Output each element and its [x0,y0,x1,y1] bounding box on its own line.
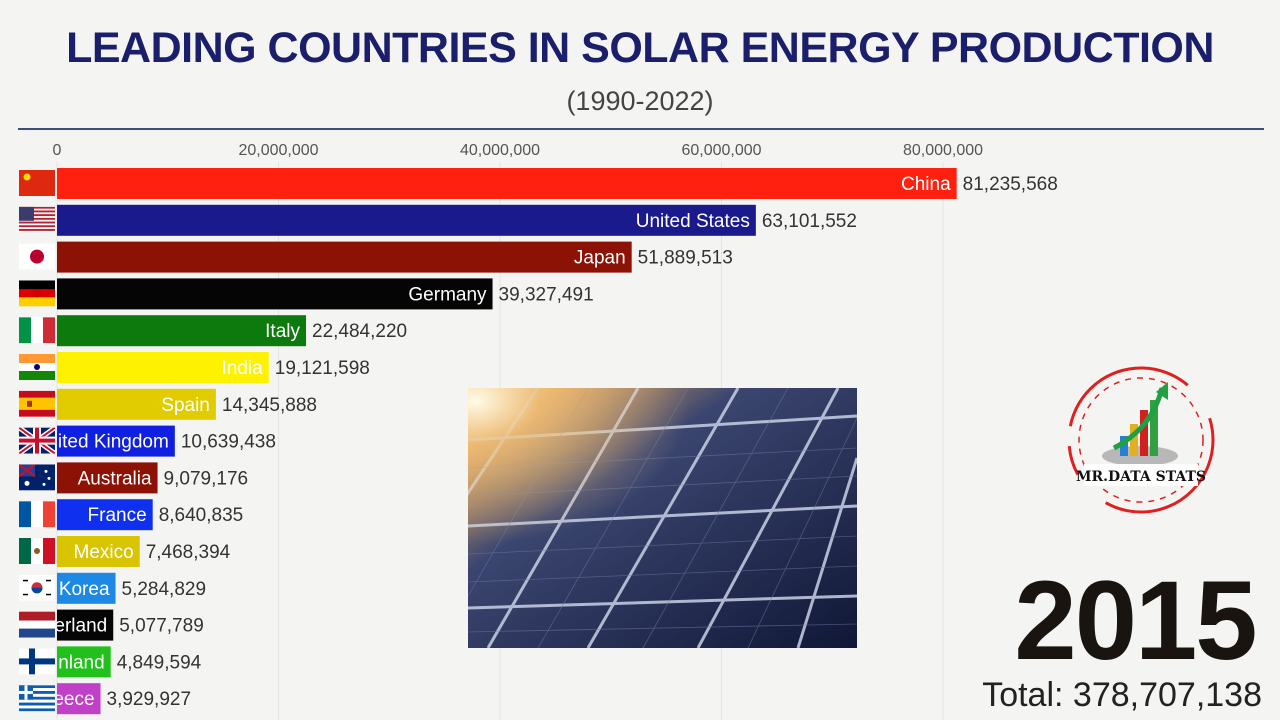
chart-title: LEADING COUNTRIES IN SOLAR ENERGY PRODUC… [66,24,1214,72]
bar-label: Germany [408,284,487,305]
mr-data-stats-logo: MR.DATA STATS [1067,366,1215,514]
bar-label: France [88,505,147,526]
bar-row: erland 5,077,789 [19,609,204,641]
bar-label: nland [58,652,105,673]
bar-value-label: 19,121,598 [275,358,370,379]
bar-label: erland [54,616,107,637]
uk-flag-icon [19,427,55,454]
logo-text: MR.DATA STATS [1076,469,1206,485]
bar-row: nland 4,849,594 [19,646,202,678]
title-divider [18,128,1264,130]
greece-flag-icon [19,685,55,712]
bar [57,646,111,678]
japan-flag-icon [19,243,55,270]
bar [57,572,116,604]
bar-value-label: 39,327,491 [499,284,594,305]
bar [57,425,175,457]
bar-row: Australia 9,079,176 [19,462,249,494]
bar-label: India [222,358,264,379]
india-flag-icon [19,354,55,380]
bar [57,609,114,641]
bar-label: Mexico [74,542,134,563]
bar [57,499,153,531]
bar-value-label: 9,079,176 [164,468,249,489]
bar-row: Italy 22,484,220 [19,315,407,347]
spain-flag-icon [19,390,55,417]
bar-label: Italy [265,321,300,342]
bar-row: Mexico 7,468,394 [19,536,231,567]
bar-row: Spain 14,345,888 [19,388,317,420]
bar-value-label: 7,468,394 [146,542,231,563]
bar-row: ited Kingdom 10,639,438 [19,425,276,457]
bar-value-label: 81,235,568 [963,174,1058,195]
bar-label: Japan [574,248,626,269]
bar-value-label: 10,639,438 [181,432,276,453]
bar-value-label: 51,889,513 [638,248,733,269]
bar-value-label: 63,101,552 [762,211,857,232]
chart-subtitle: (1990-2022) [566,86,714,116]
usa-flag-icon [19,206,55,231]
bar [57,388,216,420]
bar-value-label: 3,929,927 [107,689,192,710]
china-flag-icon [19,170,55,196]
bar-value-label: 8,640,835 [159,505,244,526]
bar [57,462,158,494]
bar [57,315,307,347]
bar [57,241,632,273]
bar-label: Korea [59,579,110,600]
x-tick-label: 80,000,000 [903,142,983,159]
bar-row: Korea 5,284,829 [19,572,207,604]
netherlands-flag-icon [19,611,55,638]
bar-value-label: 5,284,829 [122,579,207,600]
bar-label: eece [53,689,94,710]
bar-value-label: 5,077,789 [119,616,204,637]
bar-row: China 81,235,568 [19,168,1058,199]
france-flag-icon [19,501,55,528]
korea-flag-icon [19,574,55,601]
bar [57,352,269,383]
italy-flag-icon [19,317,55,344]
bar-row: India 19,121,598 [19,352,370,383]
bar [57,204,756,236]
bar-row: eece 3,929,927 [19,683,192,715]
bar-label: United States [636,211,750,232]
bar [57,168,957,199]
bar-label: Australia [78,468,152,489]
bar [57,278,493,310]
bar-row: Germany 39,327,491 [19,278,594,310]
finland-flag-icon [19,648,55,675]
bar-row: France 8,640,835 [19,499,244,531]
bar-value-label: 14,345,888 [222,395,317,416]
germany-flag-icon [19,280,55,307]
x-tick-label: 0 [53,142,62,159]
bar-value-label: 4,849,594 [117,652,202,673]
x-tick-label: 40,000,000 [460,142,540,159]
total-value: Total: 378,707,138 [982,676,1262,714]
x-tick-label: 60,000,000 [681,142,761,159]
bar-row: Japan 51,889,513 [19,241,733,273]
bar [57,683,101,715]
mexico-flag-icon [19,538,55,564]
bar-row: United States 63,101,552 [19,204,857,236]
year-indicator: 2015 [1014,558,1257,683]
bar [57,536,140,567]
x-tick-label: 20,000,000 [238,142,318,159]
bar-label: ited Kingdom [58,432,169,453]
bar-value-label: 22,484,220 [312,321,407,342]
bar-label: China [901,174,951,195]
australia-flag-icon [19,464,55,491]
bar-label: Spain [161,395,210,416]
solar-panel-image [468,388,857,648]
